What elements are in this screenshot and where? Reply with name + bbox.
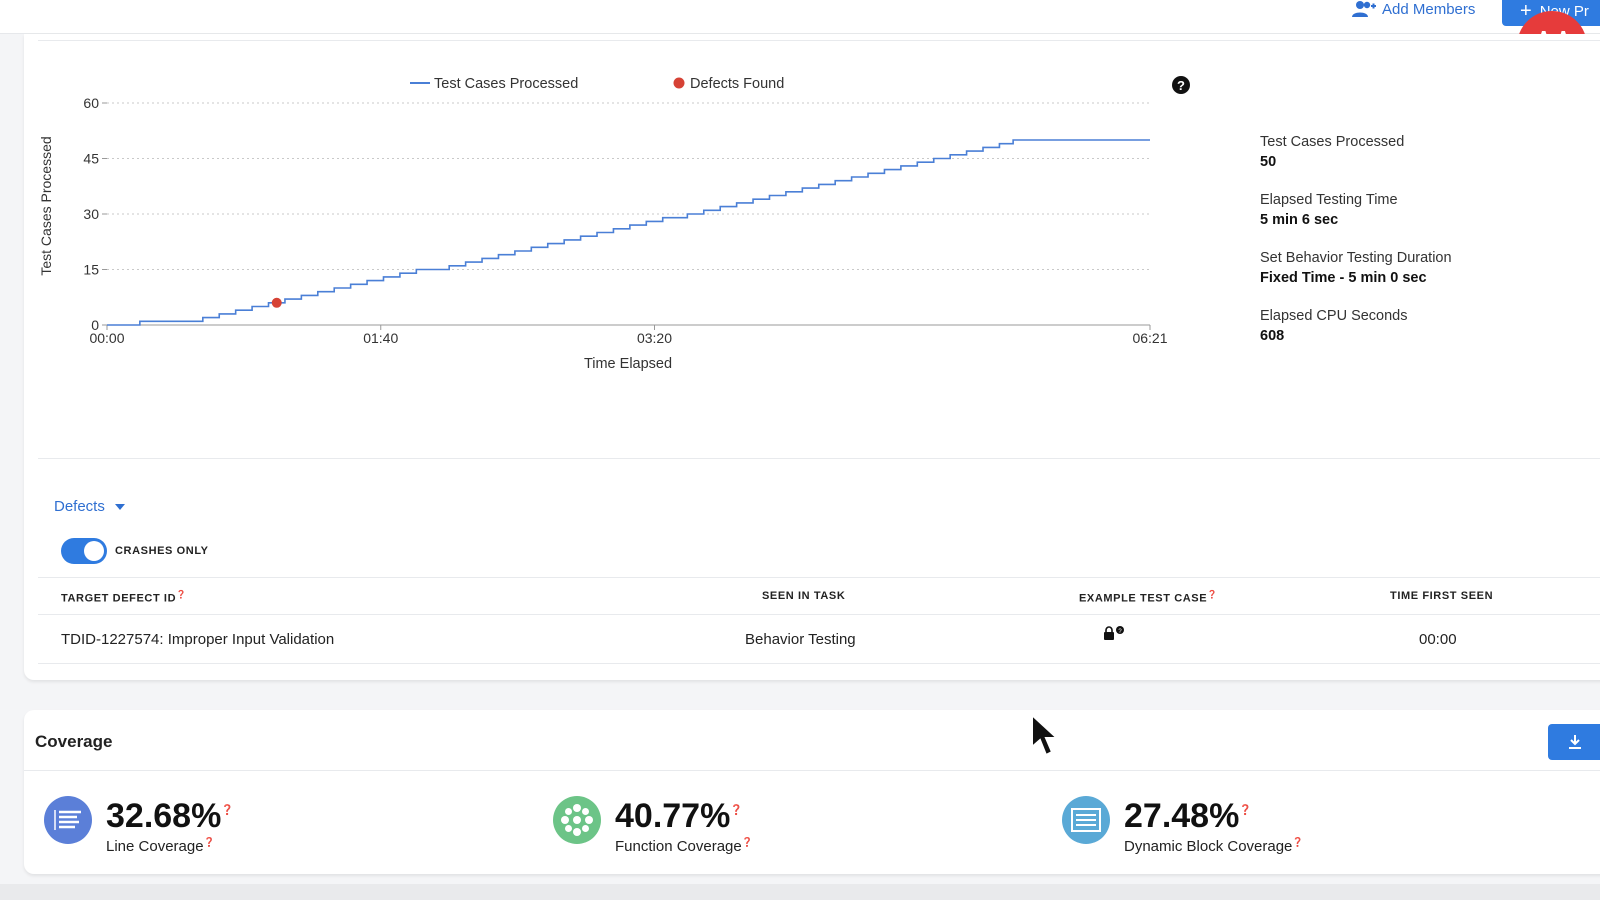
stat-duration: Set Behavior Testing Duration Fixed Time…	[1260, 248, 1560, 288]
block-coverage-icon	[1062, 796, 1110, 844]
y-tick-label: 30	[83, 206, 99, 222]
toggle-knob	[84, 541, 104, 561]
svg-text:?: ?	[1118, 629, 1122, 635]
lock-icon: ?	[1103, 626, 1125, 643]
help-icon[interactable]: ❓	[203, 837, 215, 847]
download-button[interactable]	[1548, 724, 1600, 760]
add-members-label: Add Members	[1382, 0, 1476, 18]
defects-table-header: TARGET DEFECT ID❓ SEEN IN TASK EXAMPLE T…	[38, 577, 1600, 615]
y-tick-label: 0	[91, 317, 99, 333]
seen-in-task-cell: Behavior Testing	[745, 631, 856, 648]
help-icon[interactable]: ❓	[1292, 837, 1304, 847]
chart-series	[107, 139, 1150, 326]
x-axis-title: Time Elapsed	[584, 356, 672, 372]
block-coverage-metric: 27.48%❓ Dynamic Block Coverage❓	[1062, 792, 1304, 855]
col-target-defect-id[interactable]: TARGET DEFECT ID❓	[61, 590, 187, 605]
col-label: EXAMPLE TEST CASE	[1079, 592, 1208, 605]
series-test-cases-line	[107, 139, 1150, 326]
add-members-button[interactable]: Add Members	[1352, 0, 1475, 18]
line-coverage-label: Line Coverage❓	[106, 837, 215, 855]
col-label: SEEN IN TASK	[762, 590, 846, 602]
col-example-test-case[interactable]: EXAMPLE TEST CASE❓	[1079, 590, 1218, 605]
stat-elapsed-time: Elapsed Testing Time 5 min 6 sec	[1260, 190, 1560, 230]
mouse-cursor-icon	[1031, 713, 1060, 757]
chevron-down-icon	[114, 503, 125, 510]
coverage-card: Coverage 32.68%❓ Line Coverage❓	[24, 710, 1600, 874]
stat-test-cases: Test Cases Processed 50	[1260, 132, 1560, 172]
stat-label: Elapsed CPU Seconds	[1260, 308, 1408, 324]
crashes-only-label: CRASHES ONLY	[115, 545, 209, 557]
page-bottom	[0, 884, 1600, 900]
legend-series2-label: Defects Found	[690, 76, 784, 92]
help-icon[interactable]: ?	[1172, 76, 1190, 94]
defect-id-cell[interactable]: TDID-1227574: Improper Input Validation	[61, 631, 335, 648]
line-coverage-icon	[44, 796, 92, 844]
x-tick-label: 00:00	[89, 330, 124, 346]
function-coverage-metric: 40.77%❓ Function Coverage❓	[553, 792, 753, 855]
function-coverage-label: Function Coverage❓	[615, 837, 753, 855]
y-axis-title: Test Cases Processed	[38, 136, 54, 275]
x-axis-ticks: 00:00 01:40 03:20 06:21	[89, 325, 1168, 346]
stat-value: 608	[1260, 328, 1285, 344]
legend-series2-swatch	[673, 77, 685, 89]
stats-panel: Test Cases Processed 50 Elapsed Testing …	[1260, 132, 1560, 364]
y-tick-label: 15	[83, 262, 99, 278]
y-tick-label: 45	[83, 151, 99, 167]
stat-label: Elapsed Testing Time	[1260, 192, 1398, 208]
defects-dropdown-label: Defects	[54, 498, 105, 515]
help-icon[interactable]: ❓	[1239, 805, 1252, 816]
x-tick-label: 06:21	[1132, 330, 1167, 346]
add-user-icon	[1352, 1, 1376, 17]
download-icon	[1569, 735, 1581, 749]
y-tick-label: 60	[83, 95, 99, 111]
col-time-first-seen[interactable]: TIME FIRST SEEN	[1390, 590, 1493, 602]
chart-legend: Test Cases Processed Defects Found	[410, 76, 784, 92]
table-row[interactable]: TDID-1227574: Improper Input Validation …	[38, 616, 1600, 664]
defect-point	[271, 297, 282, 308]
help-icon[interactable]: ❓	[1207, 590, 1218, 599]
crashes-only-toggle[interactable]	[61, 538, 107, 564]
col-label: TARGET DEFECT ID	[61, 592, 177, 605]
stat-value: 5 min 6 sec	[1260, 212, 1339, 228]
col-label: TIME FIRST SEEN	[1390, 590, 1494, 602]
function-coverage-value: 40.77%❓	[615, 797, 743, 835]
test-cases-chart: Test Cases Processed Defects Found 0 15 30…	[38, 76, 1168, 372]
defects-dropdown[interactable]: Defects	[54, 498, 125, 515]
block-coverage-value: 27.48%❓	[1124, 797, 1252, 835]
help-icon[interactable]: ❓	[741, 837, 753, 847]
line-coverage-metric: 32.68%❓ Line Coverage❓	[44, 792, 234, 855]
x-tick-label: 01:40	[363, 330, 398, 346]
stat-label: Set Behavior Testing Duration	[1260, 250, 1452, 266]
chart-gridlines	[107, 102, 1150, 270]
y-axis-ticks: 0 15 30 45 60	[83, 95, 107, 333]
help-icon[interactable]: ❓	[221, 805, 234, 816]
line-coverage-value: 32.68%❓	[106, 797, 234, 835]
plus-icon: +	[1520, 0, 1532, 22]
help-icon[interactable]: ❓	[176, 590, 187, 599]
stat-label: Test Cases Processed	[1260, 134, 1405, 150]
card-divider	[38, 40, 1600, 41]
stat-value: Fixed Time - 5 min 0 sec	[1260, 270, 1427, 286]
function-coverage-icon	[553, 796, 601, 844]
coverage-title: Coverage	[35, 732, 113, 751]
col-seen-in-task[interactable]: SEEN IN TASK	[762, 590, 845, 602]
help-icon[interactable]: ❓	[730, 805, 743, 816]
section-divider	[38, 458, 1600, 459]
stat-value: 50	[1260, 154, 1277, 170]
time-first-seen-cell: 00:00	[1419, 631, 1457, 648]
results-card	[24, 34, 1600, 680]
coverage-divider	[24, 770, 1600, 771]
x-tick-label: 03:20	[637, 330, 672, 346]
legend-series1-label: Test Cases Processed	[434, 76, 578, 92]
block-coverage-label: Dynamic Block Coverage❓	[1124, 837, 1304, 855]
stat-cpu-seconds: Elapsed CPU Seconds 608	[1260, 306, 1560, 346]
